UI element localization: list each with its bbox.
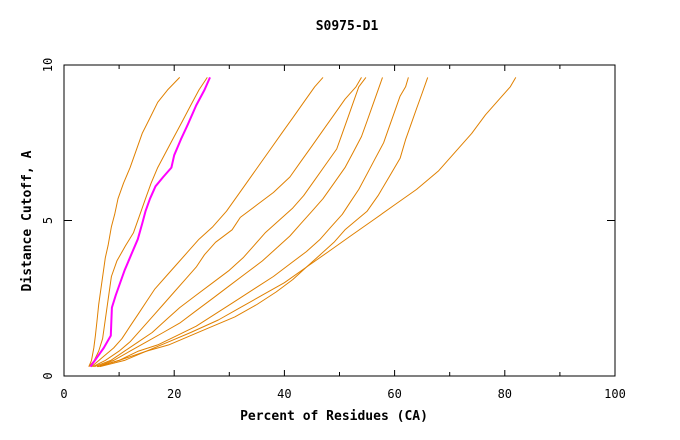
x-tick-label: 60 bbox=[387, 387, 401, 401]
series-layer bbox=[88, 76, 517, 368]
series-line bbox=[88, 77, 208, 368]
series-line bbox=[99, 77, 429, 368]
series-line bbox=[96, 77, 517, 368]
series-line bbox=[91, 77, 324, 368]
series-line bbox=[88, 77, 181, 367]
x-tick-label: 0 bbox=[60, 387, 67, 401]
x-tick-label: 20 bbox=[167, 387, 181, 401]
series-line bbox=[96, 77, 383, 368]
ticks: 0 20 40 60 80 100 0 5 10 bbox=[41, 58, 626, 401]
x-tick-label: 80 bbox=[498, 387, 512, 401]
y-tick-label: 5 bbox=[41, 217, 55, 224]
x-tick-label: 40 bbox=[277, 387, 291, 401]
series-line bbox=[98, 77, 409, 368]
y-tick-label: 0 bbox=[41, 372, 55, 379]
x-tick-label: 100 bbox=[604, 387, 626, 401]
y-axis-label: Distance Cutoff, A bbox=[20, 150, 35, 291]
series-line bbox=[92, 77, 362, 368]
chart-title: S0975-D1 bbox=[316, 19, 379, 34]
plot-area bbox=[63, 64, 616, 377]
series-line-highlight bbox=[89, 76, 211, 368]
y-tick-label: 10 bbox=[41, 58, 55, 72]
series-line bbox=[94, 77, 367, 368]
x-axis-label: Percent of Residues (CA) bbox=[240, 409, 428, 424]
